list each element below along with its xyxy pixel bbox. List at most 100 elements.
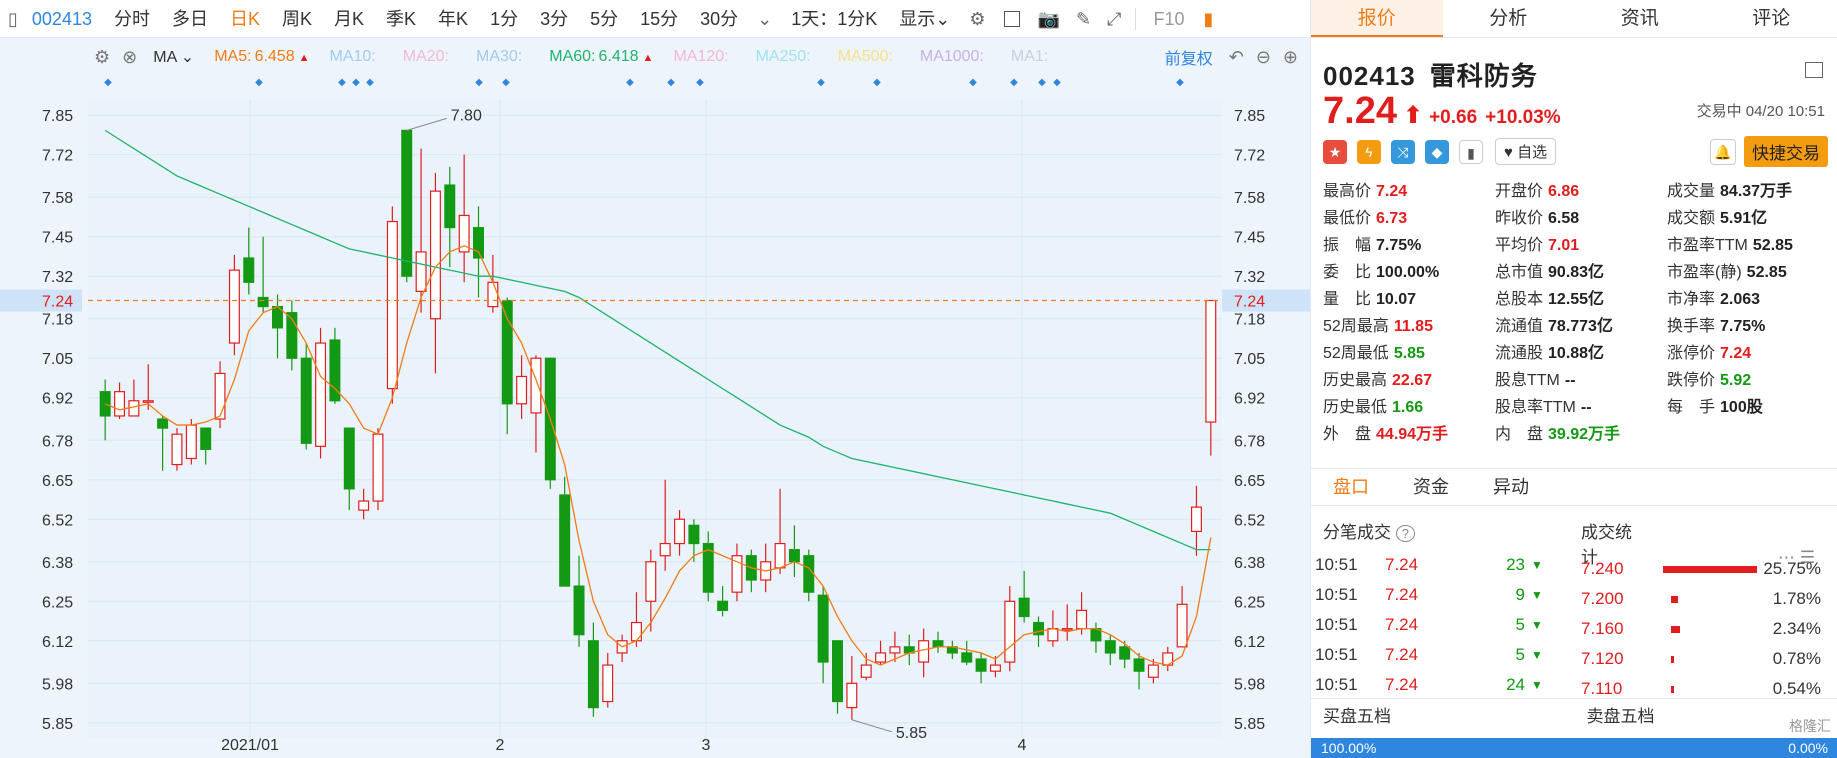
add-watchlist-button[interactable]: ♥ 自选	[1495, 138, 1557, 165]
candle-body[interactable]	[602, 664, 614, 703]
zoom-out-icon[interactable]: ⊖	[1255, 46, 1271, 67]
candle-body[interactable]	[659, 542, 671, 557]
more-icon[interactable]: ⋯ ☰	[1778, 548, 1815, 567]
candle-body[interactable]	[315, 342, 327, 447]
quote-tab[interactable]: 报价	[1311, 0, 1443, 37]
candle-body[interactable]	[444, 184, 456, 229]
ma-item[interactable]: MA30:	[466, 48, 539, 66]
chevron-down-icon[interactable]: ⌄	[757, 8, 773, 29]
settings-icon[interactable]: ⚙	[969, 8, 986, 29]
candle-body[interactable]	[401, 129, 413, 277]
ma-item[interactable]: MA5: 6.458 ▲	[204, 48, 319, 66]
candle-body[interactable]	[329, 339, 341, 402]
period-tab[interactable]: 多日	[171, 8, 208, 29]
period-tab[interactable]: 季K	[386, 8, 417, 29]
event-marker-icon[interactable]: ◆	[366, 77, 374, 88]
candle-body[interactable]	[717, 600, 729, 611]
f10-button[interactable]: F10	[1153, 8, 1185, 29]
ma-item[interactable]: MA250:	[746, 48, 828, 66]
tag-icon[interactable]: ◆	[1425, 139, 1449, 164]
period-tab[interactable]: 年K	[438, 8, 469, 29]
candle-body[interactable]	[989, 664, 1001, 672]
event-marker-icon[interactable]: ◆	[1053, 77, 1061, 88]
event-marker-icon[interactable]: ◆	[667, 77, 675, 88]
period-tab[interactable]: 5分	[590, 8, 619, 29]
candle-body[interactable]	[415, 251, 427, 292]
candle-body[interactable]	[185, 424, 197, 460]
candle-body[interactable]	[473, 227, 484, 259]
period-tab[interactable]: 15分	[640, 8, 679, 29]
event-marker-icon[interactable]: ◆	[502, 77, 510, 88]
candle-body[interactable]	[1018, 597, 1030, 618]
candle-body[interactable]	[358, 500, 370, 511]
ma-item[interactable]: MA1000:	[910, 48, 1001, 66]
kline-chart[interactable]: 7.85 7.85 7.72 7.72 7.58 7.58 7.45 7.45 7.32 7.32…	[0, 38, 1310, 758]
candle-body[interactable]	[875, 652, 887, 663]
candle-body[interactable]	[932, 640, 944, 648]
candle-body[interactable]	[200, 427, 212, 450]
candle-body[interactable]	[501, 299, 513, 405]
zoom-in-icon[interactable]: ⊕	[1282, 46, 1298, 67]
candle-body[interactable]	[1004, 600, 1016, 663]
bell-icon[interactable]: 🔔	[1710, 138, 1736, 165]
detail-tab[interactable]: 盘口	[1333, 477, 1369, 497]
candle-body[interactable]	[458, 214, 470, 253]
candle-body[interactable]	[386, 220, 398, 390]
candle-body[interactable]	[214, 372, 226, 420]
ma-item[interactable]: MA20:	[393, 48, 466, 66]
candle-body[interactable]	[372, 433, 384, 502]
event-marker-icon[interactable]: ◆	[626, 77, 634, 88]
candle-body[interactable]	[1176, 603, 1188, 648]
candle-body[interactable]	[530, 357, 542, 414]
candle-body[interactable]	[429, 190, 441, 320]
candle-body[interactable]	[1205, 299, 1217, 423]
period-select[interactable]: 1天：1分K	[791, 8, 878, 29]
detail-tab[interactable]: 资金	[1413, 477, 1449, 497]
stock-code[interactable]: 002413	[31, 8, 92, 29]
flag-icon[interactable]: ★	[1323, 139, 1347, 164]
candle-body[interactable]	[487, 281, 499, 308]
settings-icon[interactable]: ⚙	[94, 46, 111, 67]
collapse-icon[interactable]	[1805, 62, 1823, 78]
candle-body[interactable]	[559, 494, 571, 587]
sidebar-toggle-icon[interactable]: ▯	[8, 8, 18, 29]
candle-body[interactable]	[961, 652, 973, 663]
shuffle-icon[interactable]: ⤨	[1391, 139, 1415, 164]
candle-body[interactable]	[1104, 640, 1116, 654]
candle-body[interactable]	[157, 418, 169, 429]
candle-body[interactable]	[1033, 621, 1044, 636]
candle-body[interactable]	[674, 518, 686, 545]
pencil-icon[interactable]: ✎	[1075, 8, 1092, 29]
ma-item[interactable]: MA500:	[828, 48, 910, 66]
event-marker-icon[interactable]: ◆	[475, 77, 483, 88]
candle-body[interactable]	[860, 664, 872, 678]
candle-body[interactable]	[645, 561, 657, 602]
ma-item[interactable]: MA10:	[320, 48, 393, 66]
ma-item[interactable]: MA1:	[1001, 48, 1065, 66]
candle-body[interactable]	[1119, 646, 1131, 660]
candle-body[interactable]	[975, 658, 987, 672]
quote-tab[interactable]: 资讯	[1620, 8, 1659, 29]
candle-body[interactable]	[171, 433, 183, 466]
candle-body[interactable]	[573, 585, 585, 636]
event-marker-icon[interactable]: ◆	[1176, 77, 1184, 88]
layout-icon[interactable]	[1003, 10, 1020, 27]
period-tab[interactable]: 月K	[334, 8, 365, 29]
help-icon[interactable]: ?	[1395, 525, 1415, 542]
candle-body[interactable]	[832, 640, 843, 703]
close-icon[interactable]: ⊗	[122, 46, 138, 67]
quote-tab[interactable]: 分析	[1489, 8, 1528, 29]
candle-body[interactable]	[817, 594, 829, 663]
event-marker-icon[interactable]: ◆	[1038, 77, 1046, 88]
event-marker-icon[interactable]: ◆	[255, 77, 263, 88]
event-marker-icon[interactable]: ◆	[104, 77, 112, 88]
candle-body[interactable]	[702, 542, 714, 593]
undo-icon[interactable]: ↶	[1228, 46, 1244, 67]
candle-body[interactable]	[142, 400, 154, 403]
candle-body[interactable]	[343, 427, 355, 490]
candle-body[interactable]	[1190, 506, 1202, 533]
candle-body[interactable]	[243, 257, 255, 283]
ma-item[interactable]: MA120:	[663, 48, 745, 66]
quick-trade-button[interactable]: 快捷交易	[1744, 136, 1828, 167]
event-marker-icon[interactable]: ◆	[338, 77, 346, 88]
